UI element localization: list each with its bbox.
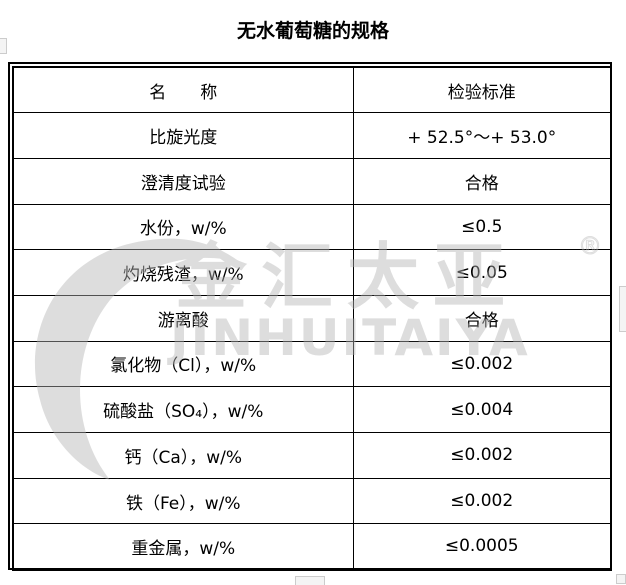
row-name: 游离酸 xyxy=(12,294,354,342)
table-row: 铁（Fe），w/% ≤0.002 xyxy=(12,477,612,525)
row-standard: ≤0.002 xyxy=(352,432,612,479)
row-standard: ≤0.05 xyxy=(352,249,612,296)
row-name: 澄清度试验 xyxy=(12,157,354,205)
header-standard: 检验标准 xyxy=(352,66,612,114)
row-standard: 合格 xyxy=(352,294,612,342)
table-row: 游离酸 合格 xyxy=(12,294,612,342)
row-standard: ≤0.5 xyxy=(352,203,612,251)
row-standard: ≤0.002 xyxy=(352,340,612,388)
table-row: 比旋光度 + 52.5°～+ 53.0° xyxy=(12,112,612,159)
row-name: 氯化物（Cl），w/% xyxy=(12,340,354,388)
row-name: 钙（Ca），w/% xyxy=(12,432,354,479)
table-row: 澄清度试验 合格 xyxy=(12,157,612,205)
table-row: 水份，w/% ≤0.5 xyxy=(12,203,612,251)
row-name: 比旋光度 xyxy=(12,112,354,159)
row-standard: ≤0.0005 xyxy=(352,523,612,571)
row-standard: + 52.5°～+ 53.0° xyxy=(352,112,612,159)
header-name: 名 称 xyxy=(12,66,354,114)
row-standard: ≤0.004 xyxy=(352,386,612,433)
add-row-button[interactable] xyxy=(295,576,325,585)
row-name: 重金属，w/% xyxy=(12,523,354,571)
scrollbar-handle[interactable] xyxy=(619,286,626,332)
document-title: 无水葡萄糖的规格 xyxy=(236,20,389,42)
row-name: 灼烧残渣，w/% xyxy=(12,249,354,296)
table-row: 灼烧残渣，w/% ≤0.05 xyxy=(12,249,612,296)
table-move-handle[interactable] xyxy=(0,38,7,54)
table-row: 硫酸盐（SO₄），w/% ≤0.004 xyxy=(12,386,612,433)
row-name: 硫酸盐（SO₄），w/% xyxy=(12,386,354,433)
table-row: 重金属，w/% ≤0.0005 xyxy=(12,523,612,571)
table-header-row: 名 称 检验标准 xyxy=(12,66,612,114)
row-name: 水份，w/% xyxy=(12,203,354,251)
row-standard: 合格 xyxy=(352,157,612,205)
row-standard: ≤0.002 xyxy=(352,477,612,525)
table-row: 钙（Ca），w/% ≤0.002 xyxy=(12,432,612,479)
table-row: 氯化物（Cl），w/% ≤0.002 xyxy=(12,340,612,388)
row-name: 铁（Fe），w/% xyxy=(12,477,354,525)
spec-table: 名 称 检验标准 比旋光度 + 52.5°～+ 53.0° 澄清度试验 合格 水份，w/… xyxy=(12,66,612,571)
